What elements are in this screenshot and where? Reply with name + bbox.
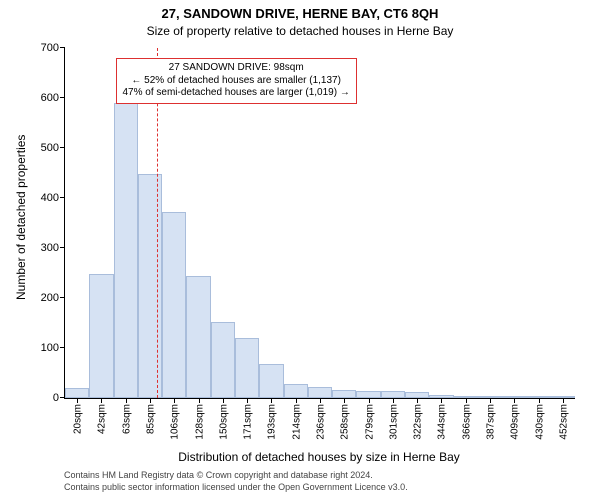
chart-title-address: 27, SANDOWN DRIVE, HERNE BAY, CT6 8QH [0,6,600,21]
x-tick-label: 301sqm [386,404,399,440]
x-tick-label: 409sqm [508,404,521,440]
attribution-text: Contains HM Land Registry data © Crown c… [64,470,408,493]
x-tick-label: 214sqm [289,404,302,440]
y-axis-label: Number of detached properties [14,135,28,300]
histogram-bar [356,391,380,399]
x-tick-label: 171sqm [241,404,254,440]
x-tick-label: 20sqm [71,404,84,434]
x-tick-label: 430sqm [532,404,545,440]
attribution-line-2: Contains public sector information licen… [64,482,408,494]
histogram-bar [308,387,332,398]
y-tick-label: 100 [19,342,65,354]
y-tick-label: 700 [19,42,65,54]
x-tick-label: 150sqm [216,404,229,440]
x-tick-label: 106sqm [168,404,181,440]
histogram-bar [89,274,113,398]
histogram-bar [284,384,308,398]
histogram-bar [138,174,162,398]
histogram-bar [114,103,138,398]
histogram-bar [381,391,405,399]
y-tick-label: 0 [19,392,65,404]
callout-line: 27 SANDOWN DRIVE: 98sqm [123,62,350,75]
callout-line: ← 52% of detached houses are smaller (1,… [123,75,350,88]
x-axis-label: Distribution of detached houses by size … [64,450,574,464]
property-callout: 27 SANDOWN DRIVE: 98sqm← 52% of detached… [116,58,357,104]
x-tick-label: 258sqm [338,404,351,440]
histogram-bar [162,212,186,398]
histogram-bar [65,388,89,398]
x-tick-label: 42sqm [95,404,108,434]
x-tick-label: 366sqm [459,404,472,440]
attribution-line-1: Contains HM Land Registry data © Crown c… [64,470,408,482]
x-tick-label: 344sqm [435,404,448,440]
histogram-bar [235,338,259,398]
x-tick-label: 236sqm [314,404,327,440]
x-tick-label: 387sqm [484,404,497,440]
x-tick-label: 279sqm [362,404,375,440]
callout-line: 47% of semi-detached houses are larger (… [123,87,350,100]
histogram-bar [332,390,356,398]
x-tick-label: 63sqm [119,404,132,434]
x-tick-label: 85sqm [144,404,157,434]
x-tick-label: 128sqm [192,404,205,440]
x-tick-label: 193sqm [265,404,278,440]
x-tick-label: 452sqm [556,404,569,440]
histogram-bar [211,322,235,398]
x-tick-label: 322sqm [411,404,424,440]
y-tick-label: 600 [19,92,65,104]
histogram-bar [186,276,210,399]
histogram-bar [259,364,283,398]
chart-subtitle: Size of property relative to detached ho… [0,24,600,38]
